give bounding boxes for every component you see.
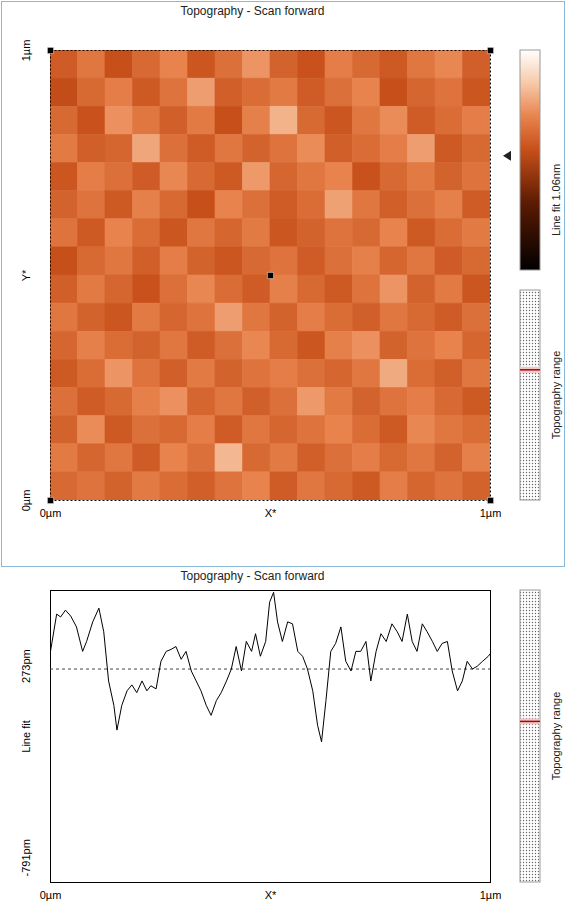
svg-text:Line fit 1.06nm: Line fit 1.06nm xyxy=(550,164,562,236)
svg-text:Y*: Y* xyxy=(20,269,32,281)
svg-text:-791pm: -791pm xyxy=(20,839,32,876)
svg-text:Topography range: Topography range xyxy=(550,351,562,440)
svg-text:0µm: 0µm xyxy=(40,889,62,901)
svg-text:0µm: 0µm xyxy=(20,490,32,512)
svg-text:Line fit: Line fit xyxy=(20,720,32,752)
svg-text:273pm: 273pm xyxy=(20,649,32,683)
svg-text:1µm: 1µm xyxy=(480,507,502,519)
html-text:Topography - Scan forward: Topography - Scan forward xyxy=(180,4,325,18)
svg-text:0µm: 0µm xyxy=(40,507,62,519)
svg-text:X*: X* xyxy=(265,889,277,901)
svg-text:Topography range: Topography range xyxy=(550,692,562,781)
svg-text:1µm: 1µm xyxy=(480,889,502,901)
svg-text:X*: X* xyxy=(265,507,277,519)
svg-text:1µm: 1µm xyxy=(20,40,32,62)
html-text:Topography - Scan forward: Topography - Scan forward xyxy=(180,569,325,583)
